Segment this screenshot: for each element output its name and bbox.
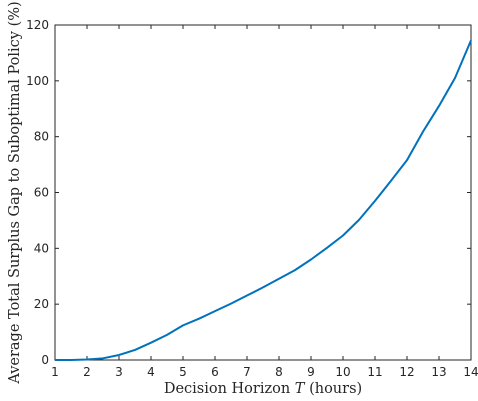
x-tick-label: 5 — [179, 365, 187, 379]
x-tick-label: 7 — [243, 365, 251, 379]
x-tick-label: 8 — [275, 365, 283, 379]
y-tick-label: 100 — [26, 74, 49, 88]
x-axis-ticks: 1 2 3 4 5 6 7 8 9 10 11 12 13 14 — [51, 25, 478, 379]
x-tick-label: 13 — [431, 365, 446, 379]
x-tick-label: 9 — [307, 365, 315, 379]
x-tick-label: 11 — [367, 365, 382, 379]
y-tick-label: 20 — [34, 297, 49, 311]
y-axis-label: Average Total Surplus Gap to Suboptimal … — [7, 1, 23, 384]
y-tick-label: 60 — [34, 186, 49, 200]
y-tick-label: 40 — [34, 241, 49, 255]
x-tick-label: 14 — [463, 365, 478, 379]
y-tick-label: 0 — [41, 353, 49, 367]
x-tick-label: 2 — [83, 365, 91, 379]
x-tick-label: 6 — [211, 365, 219, 379]
series-layer — [55, 39, 472, 361]
plot-area — [54, 24, 472, 361]
y-tick-label: 80 — [34, 130, 49, 144]
y-tick-label: 120 — [26, 18, 49, 32]
x-tick-label: 10 — [335, 365, 350, 379]
x-axis-label: Decision Horizon T (hours) — [164, 381, 362, 397]
x-tick-label: 4 — [147, 365, 155, 379]
x-tick-label: 3 — [115, 365, 123, 379]
series-line — [55, 39, 472, 361]
y-axis-ticks: 0 20 40 60 80 100 120 — [26, 18, 471, 367]
x-tick-label: 1 — [51, 365, 59, 379]
x-tick-label: 12 — [399, 365, 414, 379]
